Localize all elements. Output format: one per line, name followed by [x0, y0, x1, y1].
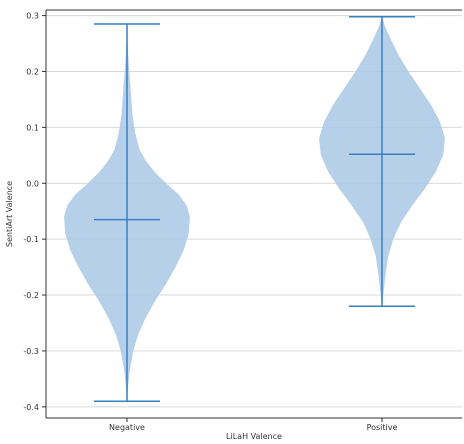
- y-tick-label: -0.4: [23, 403, 39, 412]
- y-tick-label: 0.3: [26, 12, 39, 21]
- x-axis-label: LiLaH Valence: [226, 432, 282, 441]
- y-ticks: -0.4 -0.3 -0.2 -0.1 0.0 0.1 0.2 0.3: [23, 12, 46, 412]
- axes: [45, 9, 462, 419]
- violins: [64, 15, 445, 402]
- y-axis-label: SentiArt Valence: [5, 181, 14, 247]
- x-ticks: Negative Positive: [109, 418, 397, 432]
- y-tick-label: 0.2: [26, 67, 39, 76]
- x-tick-label: Negative: [109, 423, 145, 432]
- y-tick-label: -0.2: [23, 291, 39, 300]
- y-tick-label: 0.0: [26, 179, 39, 188]
- y-tick-label: -0.3: [23, 347, 39, 356]
- x-tick-label: Positive: [367, 423, 398, 432]
- y-tick-label: 0.1: [26, 123, 39, 132]
- y-tick-label: -0.1: [23, 235, 39, 244]
